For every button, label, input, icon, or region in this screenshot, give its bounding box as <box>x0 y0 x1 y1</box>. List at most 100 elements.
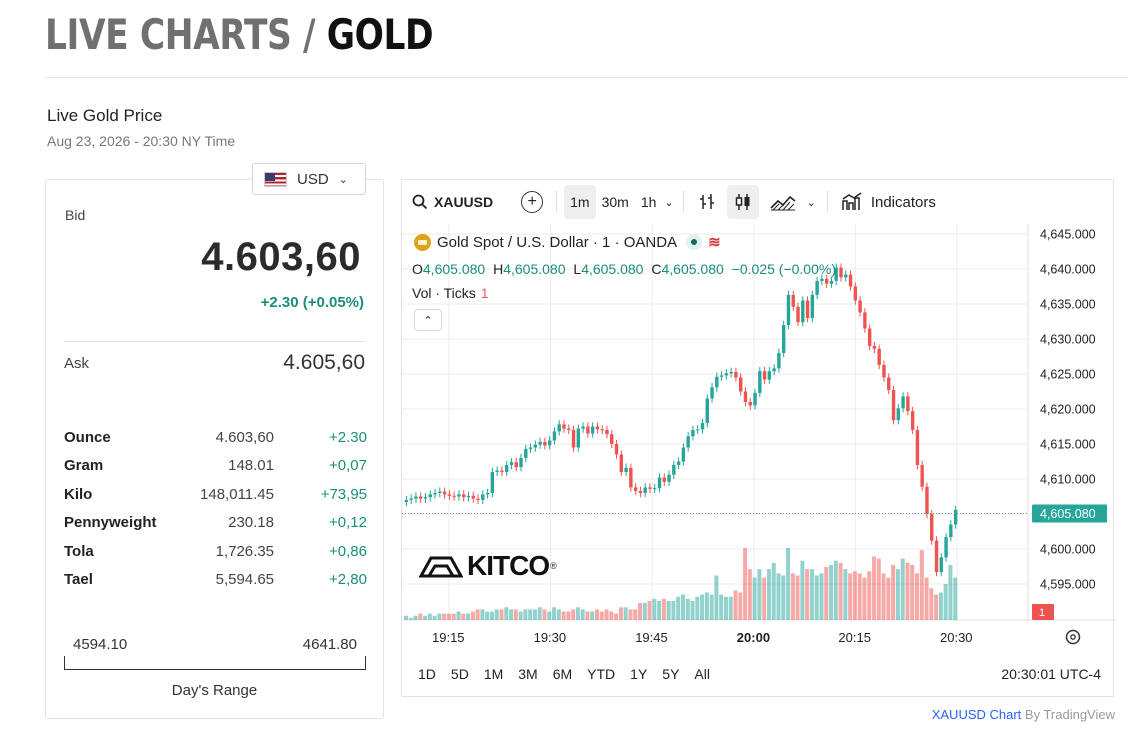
chart-clock[interactable]: 20:30:01 UTC-4 <box>1001 666 1101 682</box>
last-price-label: 4,605.080 <box>1040 507 1096 521</box>
candle-body <box>586 426 590 434</box>
candle-body <box>839 267 843 278</box>
candle-body <box>920 465 924 487</box>
range-tab-3m[interactable]: 3M <box>518 666 538 682</box>
unit-name: Kilo <box>64 485 93 503</box>
legend-symbol-title: Gold Spot / U.S. Dollar · 1 · OANDA <box>437 233 678 251</box>
candle-body <box>887 377 891 391</box>
candles-style-button[interactable] <box>726 185 759 219</box>
volume-bar <box>657 600 662 620</box>
candle-body <box>404 500 409 503</box>
candle-body <box>696 429 700 431</box>
range-tab-5y[interactable]: 5Y <box>662 666 680 682</box>
settings-gear-icon <box>1065 629 1081 645</box>
volume-bar <box>638 603 642 620</box>
candle-body <box>476 498 480 500</box>
candle-body <box>619 454 624 472</box>
range-tab-all[interactable]: All <box>694 666 710 682</box>
volume-bar <box>776 573 781 620</box>
range-tab-1d[interactable]: 1D <box>418 666 436 682</box>
unit-price: 1,726.35 <box>215 542 274 560</box>
indicators-button[interactable]: Indicators <box>835 185 942 219</box>
range-tab-ytd[interactable]: YTD <box>587 666 616 682</box>
range-tab-5d[interactable]: 5D <box>450 666 469 682</box>
volume-bar <box>953 577 958 620</box>
volume-bar <box>580 609 585 620</box>
candle-body <box>409 498 413 500</box>
xauusd-chart-link[interactable]: XAUUSD Chart <box>931 707 1022 722</box>
candle-body <box>801 300 805 323</box>
time-axis: 19:15 19:30 19:45 20:00 20:15 20:30 <box>432 629 1081 645</box>
currency-select[interactable]: USD ⌄ <box>252 163 366 195</box>
candle-body <box>643 487 647 493</box>
price-card: Bid 4.603,60 +2.30 (+0.05%) Ask 4.605,60… <box>45 179 384 719</box>
add-circle-icon: + <box>521 191 544 213</box>
range-tab-6m[interactable]: 6M <box>552 666 573 682</box>
interval-dropdown[interactable]: ⌄ <box>662 185 675 219</box>
volume-bar <box>427 613 432 620</box>
volume-bar <box>552 607 557 620</box>
candle-body <box>930 514 934 541</box>
volume-bar <box>747 569 752 620</box>
volume-bar <box>513 609 518 620</box>
price-axis: 4,645.000 4,640.000 4,635.000 4,630.000 4,62… <box>1032 228 1107 620</box>
candle-body <box>528 447 533 449</box>
candle-body <box>915 430 920 465</box>
chart-legend-ohlc: O4,605.080 H4,605.080 L4,605.080 C4,605.… <box>412 261 836 277</box>
unit-price: 5,594.65 <box>215 571 274 589</box>
price-tick-label: 4,615.000 <box>1040 438 1096 452</box>
days-range-bar <box>64 656 366 670</box>
symbol-search[interactable]: XAUUSD <box>406 185 499 219</box>
unit-change: +0,07 <box>329 457 367 475</box>
volume-bar <box>532 609 537 620</box>
time-tick-label: 20:15 <box>838 630 871 645</box>
compare-button[interactable]: + <box>515 185 549 219</box>
candle-body <box>820 278 824 281</box>
candle-body <box>848 274 853 287</box>
gear-hub <box>1070 634 1076 640</box>
volume-bar <box>938 592 943 620</box>
candle-body <box>653 488 657 490</box>
time-tick-label: 19:45 <box>635 630 668 645</box>
candle-body <box>543 441 547 446</box>
interval-1h[interactable]: 1h <box>640 194 657 210</box>
legend-c-label: C <box>651 261 662 277</box>
candle-body <box>509 462 514 465</box>
ask-label: Ask <box>64 355 90 372</box>
candle-body <box>461 494 466 498</box>
volume-bar <box>666 600 671 620</box>
volume-bar <box>575 607 580 620</box>
kitco-brand: KITCO <box>467 550 550 581</box>
volume-bar <box>943 584 948 620</box>
volume-bar <box>833 560 838 620</box>
price-chart[interactable]: 4,645.000 4,640.000 4,635.000 4,630.000 4,62… <box>402 224 1115 654</box>
days-range-low: 4594.10 <box>73 636 128 653</box>
range-tab-1y[interactable]: 1Y <box>630 666 648 682</box>
candle-body <box>901 396 905 409</box>
bar-style-button[interactable] <box>691 185 723 219</box>
candle-body <box>547 440 552 446</box>
volume-bar <box>733 590 738 620</box>
interval-1m[interactable]: 1m <box>564 185 596 219</box>
interval-30m[interactable]: 30m <box>601 194 629 210</box>
candle-body <box>567 428 571 430</box>
indicators-label: Indicators <box>870 193 936 211</box>
unit-row-ounce: Ounce 4.603,60 +2.30 <box>64 423 367 452</box>
volume-bar <box>857 573 862 620</box>
candle-body <box>925 486 929 514</box>
legend-collapse-button[interactable]: ⌃ <box>414 309 442 331</box>
candles <box>402 263 1028 577</box>
price-tick-label: 4,640.000 <box>1040 263 1096 277</box>
time-tick-label: 19:30 <box>534 630 567 645</box>
range-tab-1m[interactable]: 1M <box>483 666 504 682</box>
candle-body <box>428 494 432 498</box>
volume-bar <box>408 617 413 620</box>
gold-symbol-icon <box>414 233 431 251</box>
volume-bar <box>919 550 924 620</box>
candle-body <box>815 280 819 295</box>
area-style-button[interactable] <box>763 185 803 219</box>
candle-body <box>858 300 862 313</box>
volume-bar <box>446 613 451 620</box>
chart-toolbar: XAUUSD + 1m 30m 1h ⌄ ⌄ Indicators <box>402 180 1113 224</box>
style-dropdown[interactable]: ⌄ <box>803 185 820 219</box>
